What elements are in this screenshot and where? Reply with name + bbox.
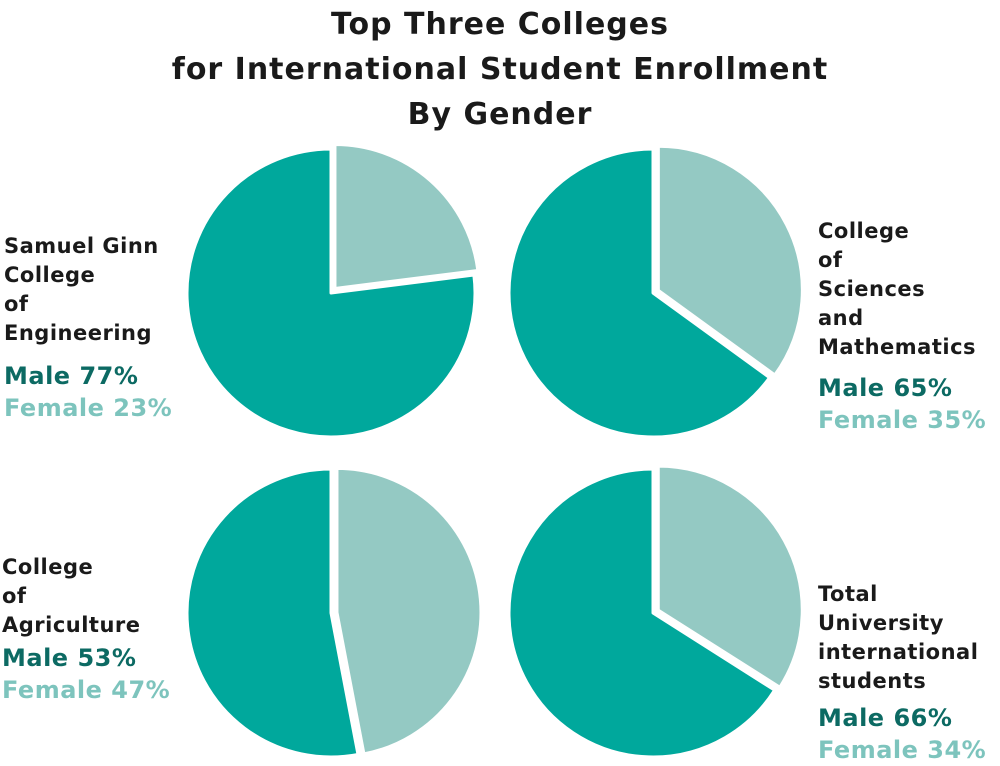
chart-title: Top Three Colleges for International Stu… [0,2,1000,137]
title-line-3: By Gender [407,97,593,132]
female-percent: Female 23% [4,394,173,422]
male-slice [185,467,360,759]
college-name-line: of [4,292,29,316]
college-name-line: Sciences [818,277,926,301]
college-name-line: Engineering [4,321,152,345]
college-name-line: students [818,669,927,693]
college-name-line: College [818,219,910,243]
male-percent: Male 66% [818,704,953,732]
college-name: Samuel Ginn College of Engineering [4,232,172,348]
label-sciences-mathematics: College of Sciences and Mathematics Male… [818,217,986,436]
college-name-line: Mathematics [818,335,977,359]
male-slice [507,147,771,439]
college-name-line: College [2,555,94,579]
male-slice [507,467,777,759]
title-line-1: Top Three Colleges [331,7,669,42]
female-slice [335,466,483,756]
college-name-line: and [818,306,864,330]
college-name-line: College [4,263,96,287]
college-name-line: Samuel Ginn [4,234,159,258]
male-percent: Male 53% [2,644,137,672]
male-percent: Male 77% [4,362,139,390]
college-name-line: of [818,248,843,272]
college-name: Total University international students [818,580,986,696]
label-engineering: Samuel Ginn College of Engineering Male … [4,232,172,424]
pie-chart [507,464,804,759]
pie-chart [185,466,483,759]
pie-chart [507,144,804,439]
female-slice [333,142,480,290]
college-name-line: Total [818,582,878,606]
male-slice [185,147,477,439]
female-percent: Female 47% [2,676,171,704]
female-percent: Female 34% [818,736,987,764]
male-percent: Male 65% [818,374,953,402]
pie-chart [185,142,480,439]
college-name-line: international [818,640,979,664]
college-name-line: University [818,611,944,635]
college-name: College of Agriculture [2,553,170,640]
college-name: College of Sciences and Mathematics [818,217,986,362]
female-slice [656,464,804,689]
college-name-line: of [2,584,27,608]
female-slice [656,144,804,377]
label-total-university: Total University international students … [818,580,986,766]
college-name-line: Agriculture [2,613,141,637]
title-line-2: for International Student Enrollment [171,52,829,87]
label-agriculture: College of Agriculture Male 53% Female 4… [2,553,170,706]
female-percent: Female 35% [818,406,987,434]
